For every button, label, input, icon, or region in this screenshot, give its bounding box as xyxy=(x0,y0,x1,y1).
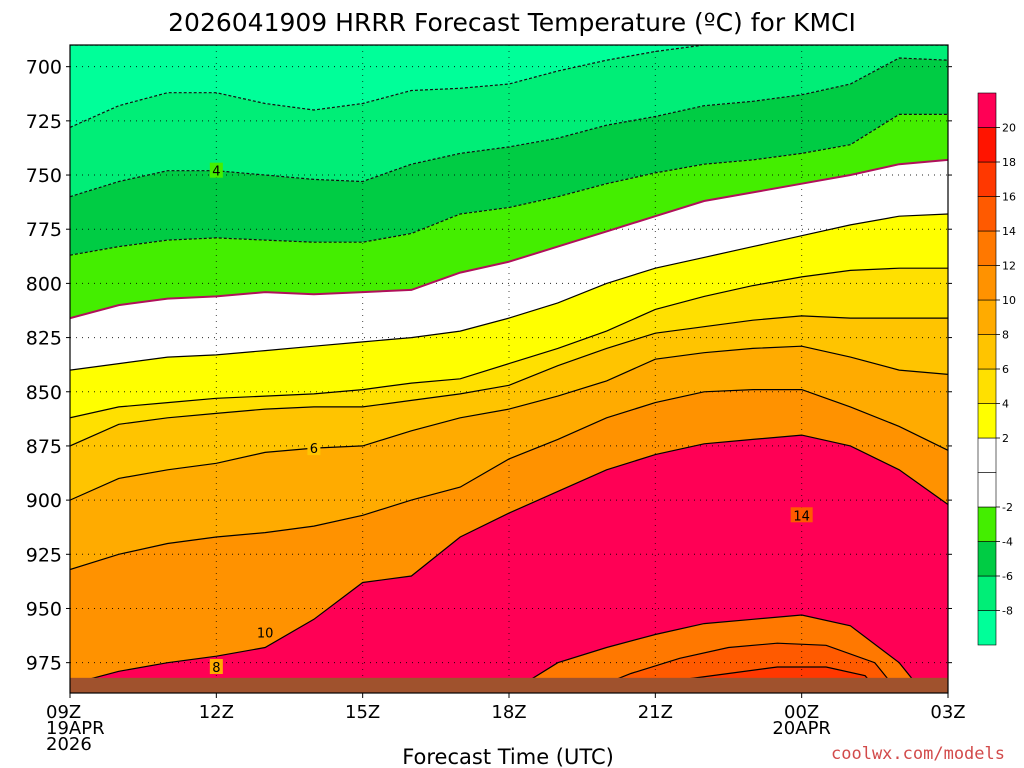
y-tick-label: 800 xyxy=(26,273,62,295)
colorbar-swatch xyxy=(977,161,997,197)
y-tick-label: 975 xyxy=(26,653,62,675)
x-axis-label: Forecast Time (UTC) xyxy=(402,745,614,768)
y-tick-label: 850 xyxy=(26,382,62,404)
colorbar-label: 12 xyxy=(1002,260,1016,273)
colorbar-label: 8 xyxy=(1002,329,1009,342)
credit-link[interactable]: coolwx.com/models xyxy=(831,744,1005,764)
colorbar-swatch xyxy=(977,368,997,404)
contour-label-bg xyxy=(254,624,277,640)
contour-labels: 4 6 10 8 14 xyxy=(209,162,813,676)
x-tick-label: 21Z xyxy=(638,702,673,723)
chart-title: 2026041909 HRRR Forecast Temperature (ºC… xyxy=(168,8,856,37)
x-tick-label: 15Z xyxy=(345,702,380,723)
colorbar-label: -4 xyxy=(1002,536,1013,549)
x-tick-label: 00Z xyxy=(784,702,819,723)
contour-label: 8 xyxy=(212,661,220,676)
x-tick-label: 2026 xyxy=(46,734,92,755)
colorbar-swatch xyxy=(977,541,997,577)
y-tick-label: 700 xyxy=(26,57,62,79)
temperature-band xyxy=(70,268,948,446)
contour-label: 4 xyxy=(212,165,220,180)
y-tick-label: 725 xyxy=(26,111,62,133)
contour-label-bg xyxy=(307,440,321,456)
temperature-band xyxy=(70,214,948,418)
temperature-band xyxy=(70,58,948,256)
colorbar-swatch xyxy=(977,196,997,232)
colorbar-swatch xyxy=(977,265,997,301)
colorbar-label: -6 xyxy=(1002,570,1013,583)
colorbar-label: -2 xyxy=(1002,501,1013,514)
contour-line xyxy=(70,45,948,128)
temperature-band xyxy=(70,114,948,319)
contour-line xyxy=(70,345,948,501)
y-tick-label: 825 xyxy=(26,328,62,350)
y-tick-label: 925 xyxy=(26,544,62,566)
colorbar-label: 18 xyxy=(1002,156,1016,169)
x-tick-label: 20APR xyxy=(772,718,831,739)
colorbar-label: 4 xyxy=(1002,398,1009,411)
contour-line xyxy=(70,389,948,571)
colorbar-swatch xyxy=(977,575,997,611)
colorbar-label: 20 xyxy=(1002,122,1016,135)
x-tick-label: 12Z xyxy=(199,702,234,723)
contour-line xyxy=(70,158,948,320)
contour-label-bg xyxy=(790,507,813,523)
terrain-layer xyxy=(70,677,948,693)
temperature-band xyxy=(70,45,948,128)
contour-layer xyxy=(70,45,948,685)
colorbar-label: -8 xyxy=(1002,605,1013,618)
y-tick-label: 900 xyxy=(26,490,62,512)
colorbar-label: 14 xyxy=(1002,225,1016,238)
contour-label: 6 xyxy=(310,442,318,457)
contour-label-bg xyxy=(209,658,223,674)
y-tick-label: 750 xyxy=(26,165,62,187)
colorbar-swatch xyxy=(977,472,997,508)
contour-label: 10 xyxy=(257,626,274,641)
contour-line xyxy=(70,57,948,198)
temperature-band xyxy=(70,315,948,501)
colorbar-swatch xyxy=(977,334,997,370)
y-axis-ticks: 700 725 750 775 800 825 850 875 900 925 950 975 xyxy=(26,57,952,675)
x-tick-label: 03Z xyxy=(930,702,965,723)
colorbar-label: 10 xyxy=(1002,294,1016,307)
x-tick-label: 09Z xyxy=(46,702,81,723)
temperature-band xyxy=(70,389,948,685)
terrain-ground xyxy=(70,677,948,693)
colorbar-label: 16 xyxy=(1002,191,1016,204)
colorbar-swatch xyxy=(977,299,997,335)
colorbar-swatch xyxy=(977,610,997,646)
contour-line xyxy=(70,113,948,256)
colorbar-swatch xyxy=(977,230,997,266)
temperature-band xyxy=(70,346,948,570)
contour-line xyxy=(70,213,948,371)
contour-line xyxy=(70,315,948,447)
temperature-band xyxy=(70,159,948,371)
colorbar-swatch xyxy=(977,403,997,439)
y-tick-label: 875 xyxy=(26,436,62,458)
colorbar-label: 6 xyxy=(1002,363,1009,376)
contour-line xyxy=(70,267,948,419)
x-tick-label: 18Z xyxy=(491,702,526,723)
y-tick-label: 950 xyxy=(26,598,62,620)
colorbar-label: 2 xyxy=(1002,432,1009,445)
y-tick-label: 775 xyxy=(26,219,62,241)
x-tick-label: 19APR xyxy=(46,718,105,739)
contour-line xyxy=(70,434,948,685)
colorbar-swatch xyxy=(977,127,997,163)
colorbar: -8 -6 -4 -2 2 4 6 8 10 12 14 16 18 20 xyxy=(977,92,1016,646)
colorbar-swatch xyxy=(977,437,997,473)
contour-label-bg xyxy=(209,162,223,178)
colorbar-swatch xyxy=(977,506,997,542)
contour-label: 14 xyxy=(793,509,810,524)
colorbar-swatch xyxy=(977,92,997,128)
